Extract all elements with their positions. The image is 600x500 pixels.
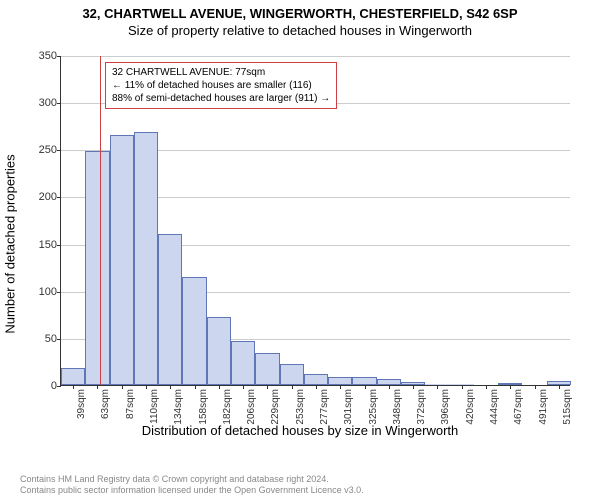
x-tick-label: 110sqm — [149, 389, 160, 424]
x-tick-label: 39sqm — [76, 389, 87, 419]
footer: Contains HM Land Registry data © Crown c… — [20, 474, 364, 497]
x-tick-label: 444sqm — [489, 389, 500, 425]
bar — [182, 277, 206, 385]
chart: Number of detached properties 0501001502… — [0, 44, 600, 444]
y-tick-mark — [57, 245, 61, 246]
bar — [158, 234, 182, 385]
x-tick-label: 206sqm — [246, 389, 257, 425]
x-tick-mark — [413, 385, 414, 389]
footer-line-2: Contains public sector information licen… — [20, 485, 364, 496]
x-tick-mark — [486, 385, 487, 389]
x-tick-label: 372sqm — [416, 389, 427, 425]
bar — [85, 151, 109, 385]
y-tick-mark — [57, 292, 61, 293]
bar — [61, 368, 85, 385]
x-tick-label: 348sqm — [392, 389, 403, 425]
x-tick-mark — [292, 385, 293, 389]
bar — [280, 364, 304, 385]
x-tick-mark — [316, 385, 317, 389]
x-tick-label: 229sqm — [270, 389, 281, 425]
x-tick-label: 301sqm — [343, 389, 354, 425]
y-tick-label: 200 — [39, 191, 57, 203]
info-box-line: 32 CHARTWELL AVENUE: 77sqm — [112, 66, 330, 79]
x-tick-label: 467sqm — [513, 389, 524, 425]
x-tick-mark — [365, 385, 366, 389]
info-box-line: 88% of semi-detached houses are larger (… — [112, 92, 330, 105]
x-tick-mark — [267, 385, 268, 389]
x-tick-mark — [195, 385, 196, 389]
y-tick-mark — [57, 197, 61, 198]
sub-title: Size of property relative to detached ho… — [0, 23, 600, 38]
x-tick-mark — [97, 385, 98, 389]
x-tick-mark — [437, 385, 438, 389]
x-tick-label: 182sqm — [222, 389, 233, 425]
x-tick-label: 515sqm — [562, 389, 573, 425]
bar — [110, 135, 134, 385]
x-tick-label: 158sqm — [198, 389, 209, 425]
y-tick-mark — [57, 386, 61, 387]
x-tick-label: 420sqm — [465, 389, 476, 425]
main-title: 32, CHARTWELL AVENUE, WINGERWORTH, CHEST… — [0, 6, 600, 21]
y-tick-mark — [57, 103, 61, 104]
y-tick-mark — [57, 150, 61, 151]
x-tick-label: 134sqm — [173, 389, 184, 425]
y-tick-label: 150 — [39, 239, 57, 251]
x-tick-mark — [146, 385, 147, 389]
x-tick-label: 253sqm — [295, 389, 306, 425]
bar — [207, 317, 231, 385]
x-tick-mark — [243, 385, 244, 389]
x-tick-label: 325sqm — [368, 389, 379, 425]
y-tick-label: 350 — [39, 50, 57, 62]
x-tick-label: 491sqm — [538, 389, 549, 425]
info-box-line: ← 11% of detached houses are smaller (11… — [112, 79, 330, 92]
marker-line — [100, 56, 101, 385]
title-block: 32, CHARTWELL AVENUE, WINGERWORTH, CHEST… — [0, 0, 600, 38]
y-tick-label: 50 — [45, 333, 57, 345]
x-tick-mark — [219, 385, 220, 389]
bar — [231, 341, 255, 385]
plot-area: 05010015020025030035039sqm63sqm87sqm110s… — [60, 56, 570, 386]
x-tick-mark — [170, 385, 171, 389]
x-tick-mark — [510, 385, 511, 389]
x-tick-label: 63sqm — [100, 389, 111, 419]
x-tick-mark — [340, 385, 341, 389]
y-axis-label: Number of detached properties — [3, 154, 18, 333]
bar — [255, 353, 279, 385]
bar — [134, 132, 158, 385]
x-axis-label: Distribution of detached houses by size … — [142, 423, 459, 438]
bar — [304, 374, 328, 385]
x-tick-mark — [122, 385, 123, 389]
grid-line — [61, 56, 570, 57]
y-tick-label: 300 — [39, 97, 57, 109]
x-tick-mark — [535, 385, 536, 389]
x-tick-mark — [462, 385, 463, 389]
footer-line-1: Contains HM Land Registry data © Crown c… — [20, 474, 364, 485]
bar — [352, 377, 376, 385]
x-tick-label: 277sqm — [319, 389, 330, 425]
info-box: 32 CHARTWELL AVENUE: 77sqm← 11% of detac… — [105, 62, 337, 109]
x-tick-label: 396sqm — [440, 389, 451, 425]
y-tick-mark — [57, 339, 61, 340]
bar — [328, 377, 352, 385]
x-tick-mark — [559, 385, 560, 389]
y-tick-label: 250 — [39, 144, 57, 156]
x-tick-label: 87sqm — [125, 389, 136, 419]
x-tick-mark — [73, 385, 74, 389]
y-tick-label: 100 — [39, 286, 57, 298]
x-tick-mark — [389, 385, 390, 389]
y-tick-mark — [57, 56, 61, 57]
